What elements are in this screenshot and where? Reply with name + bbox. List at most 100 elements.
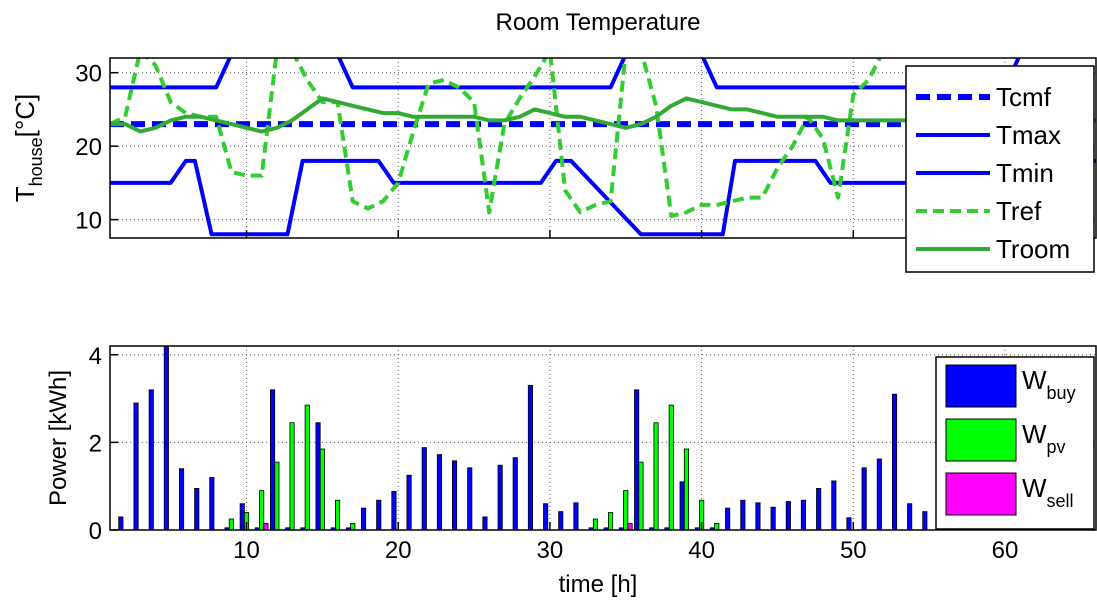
bar-pv bbox=[699, 499, 705, 530]
bar-buy bbox=[315, 422, 321, 530]
bar-buy bbox=[770, 506, 776, 530]
power-ticks: 10 20 30 40 50 60 0 2 4 bbox=[89, 343, 1019, 564]
bar-pv bbox=[350, 523, 356, 530]
temperature-ticks: 10 20 30 bbox=[75, 61, 1006, 238]
legend-label-tcmf: Tcmf bbox=[996, 82, 1052, 112]
power-xtick-label: 20 bbox=[385, 537, 412, 564]
bar-buy bbox=[178, 468, 185, 530]
bar-buy bbox=[634, 389, 640, 530]
legend-label-tref: Tref bbox=[996, 196, 1042, 226]
temperature-ylabel-unit: [°C] bbox=[10, 94, 40, 138]
bar-buy bbox=[527, 384, 533, 530]
power-xtick-label: 40 bbox=[688, 537, 715, 564]
temperature-ylabel: Thouse[°C] bbox=[10, 94, 46, 203]
bar-buy bbox=[436, 454, 442, 530]
bar-buy bbox=[209, 476, 215, 530]
bar-buy bbox=[239, 503, 245, 530]
bar-pv bbox=[319, 448, 325, 530]
temperature-axes-box bbox=[109, 57, 1097, 239]
temperature-ylabel-sub: house bbox=[26, 137, 46, 186]
bar-buy bbox=[194, 487, 200, 530]
legend-swatch-w-sell bbox=[945, 472, 1017, 516]
power-panel: 10 20 30 40 50 60 0 2 4 Power [kWh] time [h] Wbu… bbox=[45, 343, 1097, 598]
temperature-ytick-label: 30 bbox=[75, 61, 102, 88]
legend-label-tmax: Tmax bbox=[996, 120, 1061, 150]
power-xtick-label: 50 bbox=[840, 537, 867, 564]
bar-buy bbox=[907, 503, 913, 530]
bar-buy bbox=[922, 511, 928, 530]
bar-pv bbox=[243, 512, 250, 530]
series-line-tref bbox=[110, 58, 883, 218]
power-ytick-label: 0 bbox=[89, 518, 102, 545]
temperature-grid bbox=[110, 58, 1096, 238]
bar-pv bbox=[304, 404, 310, 530]
bar-buy bbox=[376, 499, 382, 530]
bar-pv bbox=[623, 490, 629, 530]
bar-buy bbox=[831, 480, 837, 530]
bar-buy bbox=[816, 487, 822, 530]
power-xtick-label: 30 bbox=[537, 537, 564, 564]
bar-buy bbox=[497, 464, 503, 530]
bar-buy bbox=[543, 503, 549, 530]
bar-pv bbox=[259, 490, 265, 530]
legend-swatch-w-pv bbox=[945, 418, 1017, 462]
bar-buy bbox=[118, 516, 124, 530]
temperature-legend: Tcmf Tmax Tmin Tref Troom bbox=[905, 65, 1095, 273]
power-xtick-label: 60 bbox=[992, 537, 1019, 564]
temperature-ytick-label: 10 bbox=[75, 208, 102, 235]
bar-buy bbox=[451, 460, 458, 530]
bar-pv bbox=[289, 422, 295, 530]
bar-buy bbox=[573, 502, 579, 530]
legend-label-tmin: Tmin bbox=[996, 158, 1054, 188]
bar-buy bbox=[679, 481, 685, 530]
bar-pv bbox=[668, 404, 674, 530]
bar-buy bbox=[861, 467, 867, 530]
bar-pv bbox=[334, 499, 341, 530]
legend-swatch-w-buy bbox=[945, 364, 1017, 408]
bar-buy bbox=[360, 507, 367, 530]
bar-buy bbox=[755, 502, 761, 530]
power-ytick-label: 2 bbox=[89, 430, 102, 457]
bar-pv bbox=[592, 518, 598, 530]
bar-pv bbox=[683, 448, 689, 530]
bar-buy bbox=[482, 516, 488, 530]
power-xtick-label: 10 bbox=[233, 537, 260, 564]
bar-buy bbox=[163, 346, 169, 530]
bar-pv bbox=[274, 461, 280, 530]
bar-buy bbox=[133, 402, 139, 530]
power-ytick-label: 4 bbox=[89, 343, 102, 370]
bar-buy bbox=[725, 507, 731, 530]
bar-buy bbox=[467, 467, 473, 530]
power-xlabel: time [h] bbox=[559, 571, 638, 598]
bar-buy bbox=[512, 457, 518, 530]
bar-buy bbox=[558, 511, 564, 530]
bar-pv bbox=[608, 512, 614, 530]
bar-buy bbox=[421, 447, 427, 530]
bar-sell bbox=[263, 523, 269, 530]
temperature-legend-box bbox=[905, 65, 1095, 273]
legend-label-troom: Troom bbox=[996, 234, 1070, 264]
bar-buy bbox=[269, 389, 276, 530]
bar-pv bbox=[714, 523, 720, 530]
bar-pv bbox=[228, 518, 234, 530]
bar-buy bbox=[800, 499, 806, 530]
bar-buy bbox=[406, 474, 412, 530]
bar-buy bbox=[846, 517, 852, 530]
temperature-ytick-label: 20 bbox=[75, 134, 102, 161]
temperature-title: Room Temperature bbox=[496, 9, 701, 36]
bar-buy bbox=[391, 490, 397, 530]
bar-buy bbox=[892, 393, 898, 530]
bar-pv bbox=[653, 422, 659, 530]
power-axes-box bbox=[109, 345, 1097, 531]
series-line-tmin bbox=[110, 158, 1096, 237]
bar-buy bbox=[785, 501, 791, 530]
bar-sell bbox=[627, 523, 633, 530]
temperature-ylabel-main: T bbox=[10, 186, 40, 202]
bar-buy bbox=[148, 389, 154, 530]
bar-pv bbox=[638, 461, 644, 530]
power-ylabel: Power [kWh] bbox=[45, 370, 72, 506]
bar-buy bbox=[876, 458, 882, 530]
